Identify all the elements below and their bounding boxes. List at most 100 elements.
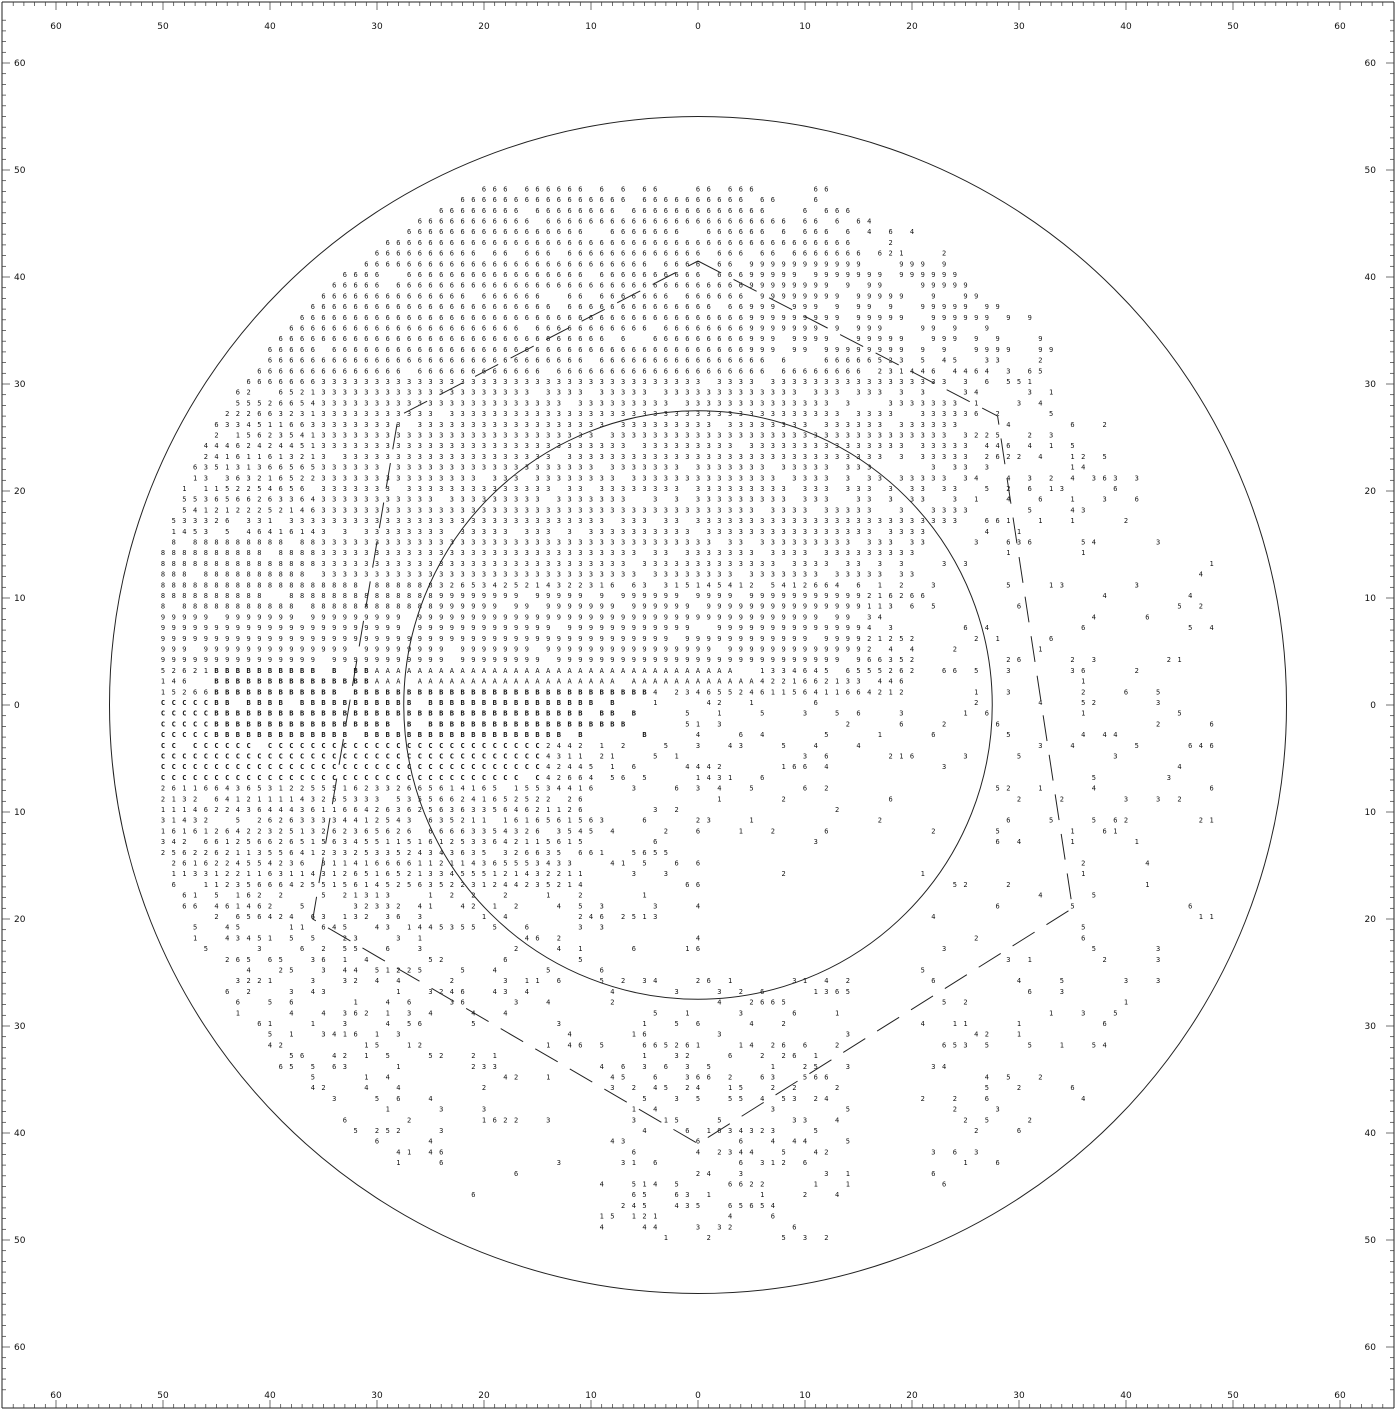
symbol-mark: 9 [899, 314, 903, 322]
symbol-mark: 8 [161, 592, 165, 600]
symbol-mark: 9 [749, 592, 753, 600]
symbol-mark: 6 [525, 228, 529, 236]
symbol-mark: 9 [856, 624, 860, 632]
symbol-mark: 6 [289, 335, 293, 343]
symbol-mark: 6 [482, 325, 486, 333]
symbol-mark: 9 [600, 646, 604, 654]
symbol-mark: C [193, 720, 197, 728]
symbol-mark: 3 [674, 1052, 678, 1060]
symbol-mark: 2 [193, 667, 197, 675]
symbol-mark: 9 [771, 282, 775, 290]
symbol-mark: 5 [739, 1202, 743, 1210]
symbol-mark: 2 [888, 250, 892, 258]
symbol-mark: B [353, 710, 357, 718]
symbol-mark: 8 [257, 603, 261, 611]
symbol-mark: 1 [621, 860, 625, 868]
symbol-mark: 6 [728, 282, 732, 290]
symbol-mark: 9 [514, 646, 518, 654]
symbol-mark: 3 [407, 528, 411, 536]
symbol-mark: 3 [493, 378, 497, 386]
symbol-mark: 3 [460, 549, 464, 557]
symbol-mark: 9 [204, 624, 208, 632]
symbol-mark: C [161, 720, 165, 728]
symbol-mark: 5 [717, 581, 721, 589]
symbol-mark: 9 [878, 292, 882, 300]
symbol-mark: 2 [300, 453, 304, 461]
symbol-mark: 3 [931, 581, 935, 589]
symbol-mark: 4 [1102, 592, 1106, 600]
symbol-mark: C [332, 774, 336, 782]
symbol-mark: C [493, 742, 497, 750]
symbol-mark: 6 [717, 346, 721, 354]
symbol-mark: A [514, 667, 519, 675]
symbol-mark: 9 [1038, 346, 1042, 354]
symbol-mark: 3 [557, 389, 561, 397]
symbol-mark: 3 [610, 378, 614, 386]
symbol-mark: 3 [418, 442, 422, 450]
symbol-mark: 6 [685, 282, 689, 290]
symbol-mark: 3 [460, 560, 464, 568]
symbol-mark: 6 [525, 185, 529, 193]
symbol-mark: 6 [578, 806, 582, 814]
symbol-mark: 3 [664, 485, 668, 493]
symbol-mark: 9 [942, 271, 946, 279]
symbol-mark: 2 [396, 827, 400, 835]
symbol-mark: 3 [460, 442, 464, 450]
symbol-mark: 9 [268, 613, 272, 621]
symbol-mark: 9 [803, 624, 807, 632]
symbol-mark: 3 [364, 892, 368, 900]
symbol-mark: 6 [204, 785, 208, 793]
symbol-mark: 6 [589, 325, 593, 333]
symbol-mark: C [343, 774, 347, 782]
symbol-mark: 9 [482, 603, 486, 611]
symbol-mark: 5 [803, 1074, 807, 1082]
symbol-mark: 6 [493, 185, 497, 193]
symbol-mark: 6 [653, 239, 657, 247]
symbol-mark: 3 [450, 560, 454, 568]
symbol-mark: 6 [578, 207, 582, 215]
symbol-mark: 3 [161, 817, 165, 825]
symbol-mark: 6 [396, 250, 400, 258]
symbol-mark: 5 [289, 474, 293, 482]
symbol-mark: 6 [375, 314, 379, 322]
symbol-mark: 2 [279, 817, 283, 825]
symbol-mark: 9 [846, 260, 850, 268]
symbol-mark: 3 [717, 496, 721, 504]
symbol-mark: 1 [236, 849, 240, 857]
symbol-mark: 3 [450, 464, 454, 472]
symbol-mark: 9 [535, 592, 539, 600]
symbol-mark: 3 [557, 517, 561, 525]
symbol-mark: 3 [878, 410, 882, 418]
symbol-mark: 2 [1102, 956, 1106, 964]
symbol-mark: B [321, 720, 325, 728]
symbol-mark: 1 [386, 838, 390, 846]
symbol-mark: 3 [589, 399, 593, 407]
symbol-mark: 9 [739, 646, 743, 654]
symbol-mark: 9 [792, 613, 796, 621]
symbol-mark: 6 [600, 282, 604, 290]
symbol-mark: B [268, 667, 272, 675]
symbol-mark: 6 [300, 485, 304, 493]
symbol-mark: 4 [546, 774, 550, 782]
symbol-mark: 3 [846, 517, 850, 525]
symbol-mark: 3 [760, 410, 764, 418]
symbol-mark: 5 [1017, 378, 1021, 386]
symbol-mark: C [172, 763, 176, 771]
symbol-mark: 9 [364, 646, 368, 654]
symbol-mark: 3 [771, 378, 775, 386]
symbol-mark: 3 [985, 464, 989, 472]
symbol-mark: 6 [493, 838, 497, 846]
symbol-mark: 3 [878, 539, 882, 547]
symbol-mark: B [600, 688, 604, 696]
symbol-mark: 6 [621, 346, 625, 354]
symbol-mark: 6 [289, 838, 293, 846]
symbol-mark: 6 [653, 1041, 657, 1049]
symbol-mark: 3 [353, 795, 357, 803]
symbol-mark: 9 [653, 624, 657, 632]
symbol-mark: 4 [225, 795, 229, 803]
symbol-mark: 2 [182, 838, 186, 846]
symbol-mark: 9 [781, 635, 785, 643]
symbol-mark: 3 [535, 870, 539, 878]
symbol-mark: 9 [214, 635, 218, 643]
symbol-mark: 3 [835, 453, 839, 461]
